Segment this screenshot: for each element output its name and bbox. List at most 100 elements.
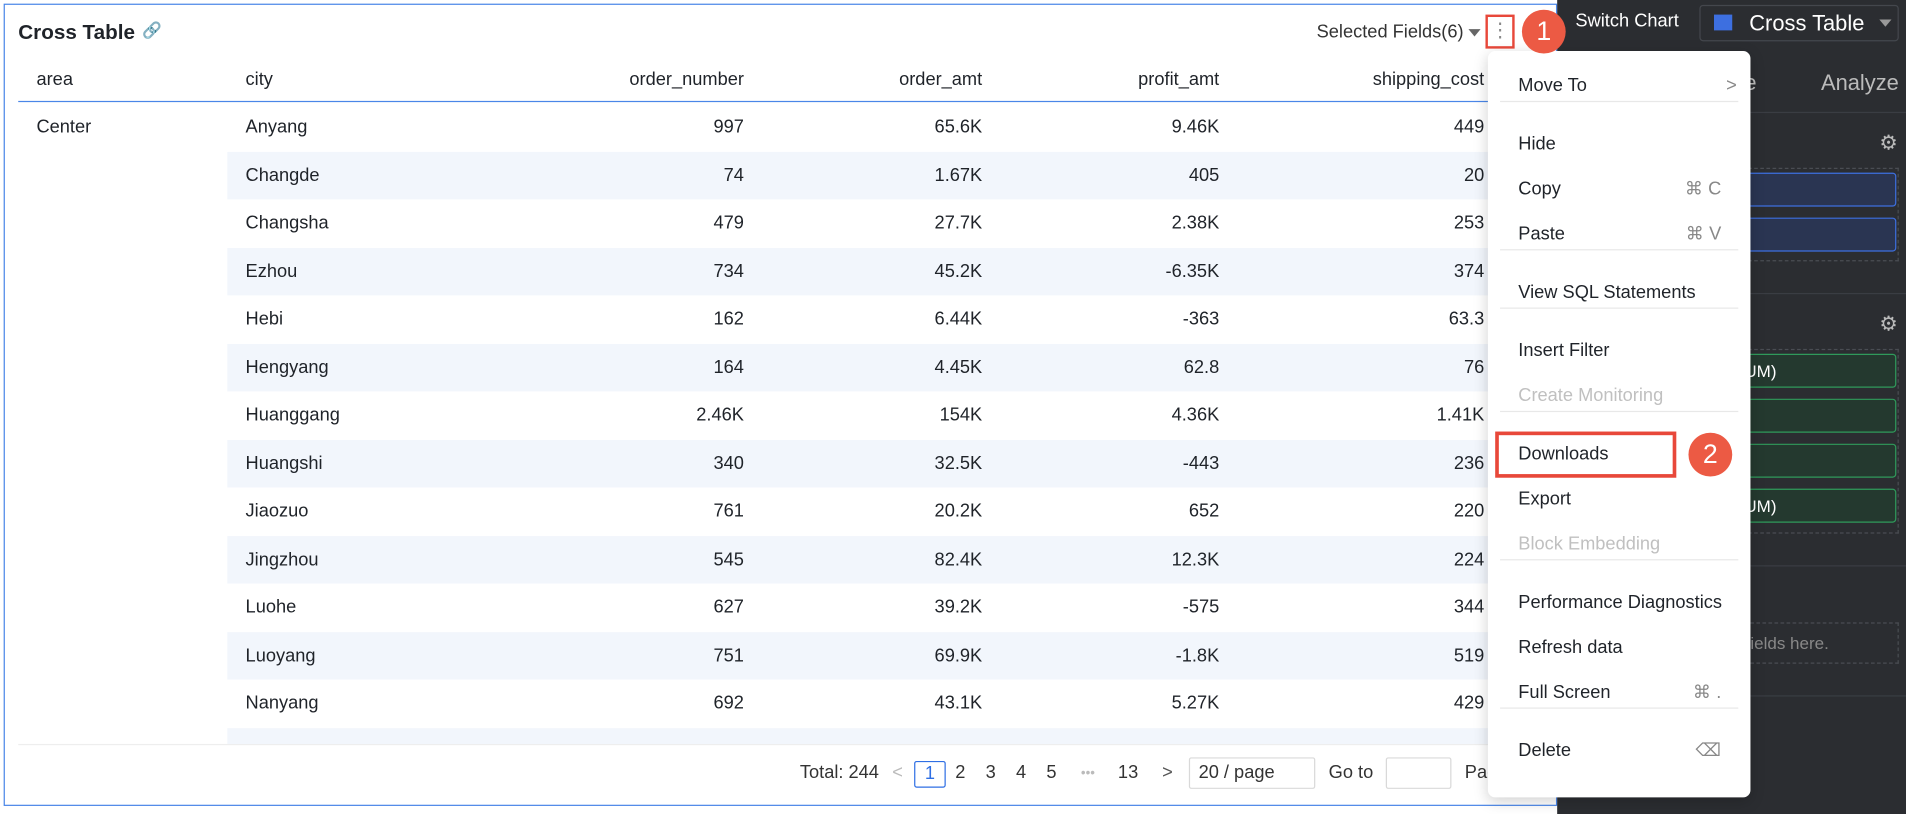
- menu-shortcut: ⌘ C: [1684, 178, 1722, 200]
- page-button[interactable]: 2: [955, 762, 966, 783]
- menu-divider: [1500, 410, 1739, 413]
- cell: 374: [1453, 260, 1485, 282]
- page-size[interactable]: 20 / page: [1188, 757, 1316, 789]
- cell: 43.1K: [934, 692, 983, 714]
- cell: -443: [1182, 452, 1220, 474]
- menu-item: Block Embedding: [1518, 533, 1661, 555]
- menu-divider: [1500, 307, 1739, 309]
- menu-item[interactable]: Paste: [1518, 223, 1565, 245]
- goto: Go to: [1328, 762, 1374, 783]
- cell: 39.2K: [934, 596, 983, 618]
- menu-shortcut: ⌘ .: [1692, 681, 1722, 703]
- cell: 154K: [939, 404, 983, 426]
- more-button[interactable]: ⋮: [1485, 14, 1515, 49]
- page-button[interactable]: •••: [1080, 765, 1095, 781]
- menu-item[interactable]: Full Screen: [1518, 681, 1611, 703]
- goto-input[interactable]: [1385, 757, 1452, 789]
- total: Total: 244: [799, 762, 879, 783]
- selected-fields[interactable]: Selected Fields(6): [1316, 21, 1464, 43]
- field-pill[interactable]: [1738, 398, 1897, 433]
- field-pill[interactable]: UM): [1738, 353, 1897, 388]
- dropdown-arrow: [1468, 29, 1481, 37]
- cell: 2.46K: [696, 404, 744, 426]
- cell: 76: [1463, 356, 1485, 378]
- field-pill[interactable]: [1738, 172, 1897, 207]
- next[interactable]: >: [1162, 762, 1173, 783]
- row-band: [227, 439, 1508, 488]
- cell: 545: [713, 548, 744, 570]
- cell: 9.46K: [1171, 116, 1220, 138]
- cell: 62.8: [1183, 356, 1220, 378]
- settings-icon[interactable]: ⚙: [1879, 131, 1898, 155]
- cell: 65.6K: [934, 116, 983, 138]
- title: Cross Table: [18, 20, 136, 44]
- menu-item[interactable]: Hide: [1518, 133, 1556, 155]
- page-button[interactable]: 4: [1016, 762, 1027, 783]
- link-icon: 🔗: [142, 20, 162, 39]
- field-pill[interactable]: [1738, 217, 1897, 252]
- prev[interactable]: <: [892, 762, 903, 783]
- menu-item[interactable]: Copy: [1518, 178, 1561, 200]
- menu-item[interactable]: Performance Diagnostics: [1518, 591, 1722, 613]
- cell: -6.35K: [1165, 260, 1220, 282]
- menu-item[interactable]: Refresh data: [1518, 636, 1623, 658]
- switch-chart[interactable]: Switch Chart: [1575, 10, 1679, 32]
- highlight-box: [1495, 431, 1677, 478]
- menu-item[interactable]: Move To: [1518, 75, 1587, 97]
- menu-item[interactable]: Delete: [1518, 740, 1571, 761]
- menu-item: Create Monitoring: [1518, 385, 1664, 407]
- page-button[interactable]: 5: [1046, 762, 1057, 783]
- column-header[interactable]: shipping_cost: [1372, 69, 1485, 90]
- cell: Luoyang: [245, 644, 316, 666]
- cell: 692: [713, 692, 744, 714]
- row-band: [227, 535, 1508, 584]
- field-pill[interactable]: [1738, 443, 1897, 478]
- dropdown-arrow: [1879, 19, 1892, 27]
- cell: 27.7K: [934, 212, 983, 234]
- column-header[interactable]: profit_amt: [1138, 69, 1220, 90]
- column-header[interactable]: city: [245, 69, 273, 90]
- cell: 32.5K: [934, 452, 983, 474]
- cell: Luohe: [245, 596, 297, 618]
- column-header[interactable]: order_amt: [899, 69, 983, 90]
- field-pill[interactable]: UM): [1738, 488, 1897, 523]
- cell: Hebi: [245, 308, 284, 330]
- column-header[interactable]: order_number: [629, 69, 744, 90]
- menu-item[interactable]: Downloads: [1518, 443, 1609, 465]
- cell: 45.2K: [934, 260, 983, 282]
- cell: 479: [713, 212, 744, 234]
- context-menu: [1487, 51, 1751, 798]
- cell: 761: [713, 500, 744, 522]
- page-button[interactable]: 13: [1117, 762, 1139, 783]
- chart-type-button[interactable]: [1699, 4, 1899, 42]
- cell: 63.3: [1448, 308, 1485, 330]
- cell: 340: [713, 452, 744, 474]
- page-button[interactable]: 3: [985, 762, 996, 783]
- page-button[interactable]: 1: [914, 760, 946, 788]
- footer-line: [18, 743, 1508, 746]
- cell: 164: [713, 356, 744, 378]
- settings-icon[interactable]: ⚙: [1879, 312, 1898, 336]
- menu-divider: [1500, 100, 1739, 103]
- cell: Jiaozuo: [245, 500, 309, 522]
- menu-item[interactable]: Export: [1518, 488, 1571, 510]
- cell: 4.45K: [934, 356, 983, 378]
- cell: 162: [713, 308, 744, 330]
- cell: 253: [1453, 212, 1485, 234]
- column-header[interactable]: area: [36, 69, 73, 90]
- menu-shortcut: ⌫: [1695, 740, 1722, 761]
- cell: 82.4K: [934, 548, 983, 570]
- menu-item[interactable]: Insert Filter: [1518, 340, 1610, 362]
- header-line: [18, 100, 1508, 103]
- cell: 652: [1188, 500, 1220, 522]
- cell: 12.3K: [1171, 548, 1220, 570]
- menu-item[interactable]: View SQL Statements: [1518, 282, 1696, 303]
- cell: 20.2K: [934, 500, 983, 522]
- cell: 220: [1453, 500, 1485, 522]
- tab[interactable]: Analyze: [1820, 70, 1899, 95]
- cell: 1.67K: [934, 164, 983, 186]
- chart-type: Cross Table: [1749, 10, 1865, 36]
- step-marker: 2: [1688, 432, 1733, 477]
- cell: Changsha: [245, 212, 329, 234]
